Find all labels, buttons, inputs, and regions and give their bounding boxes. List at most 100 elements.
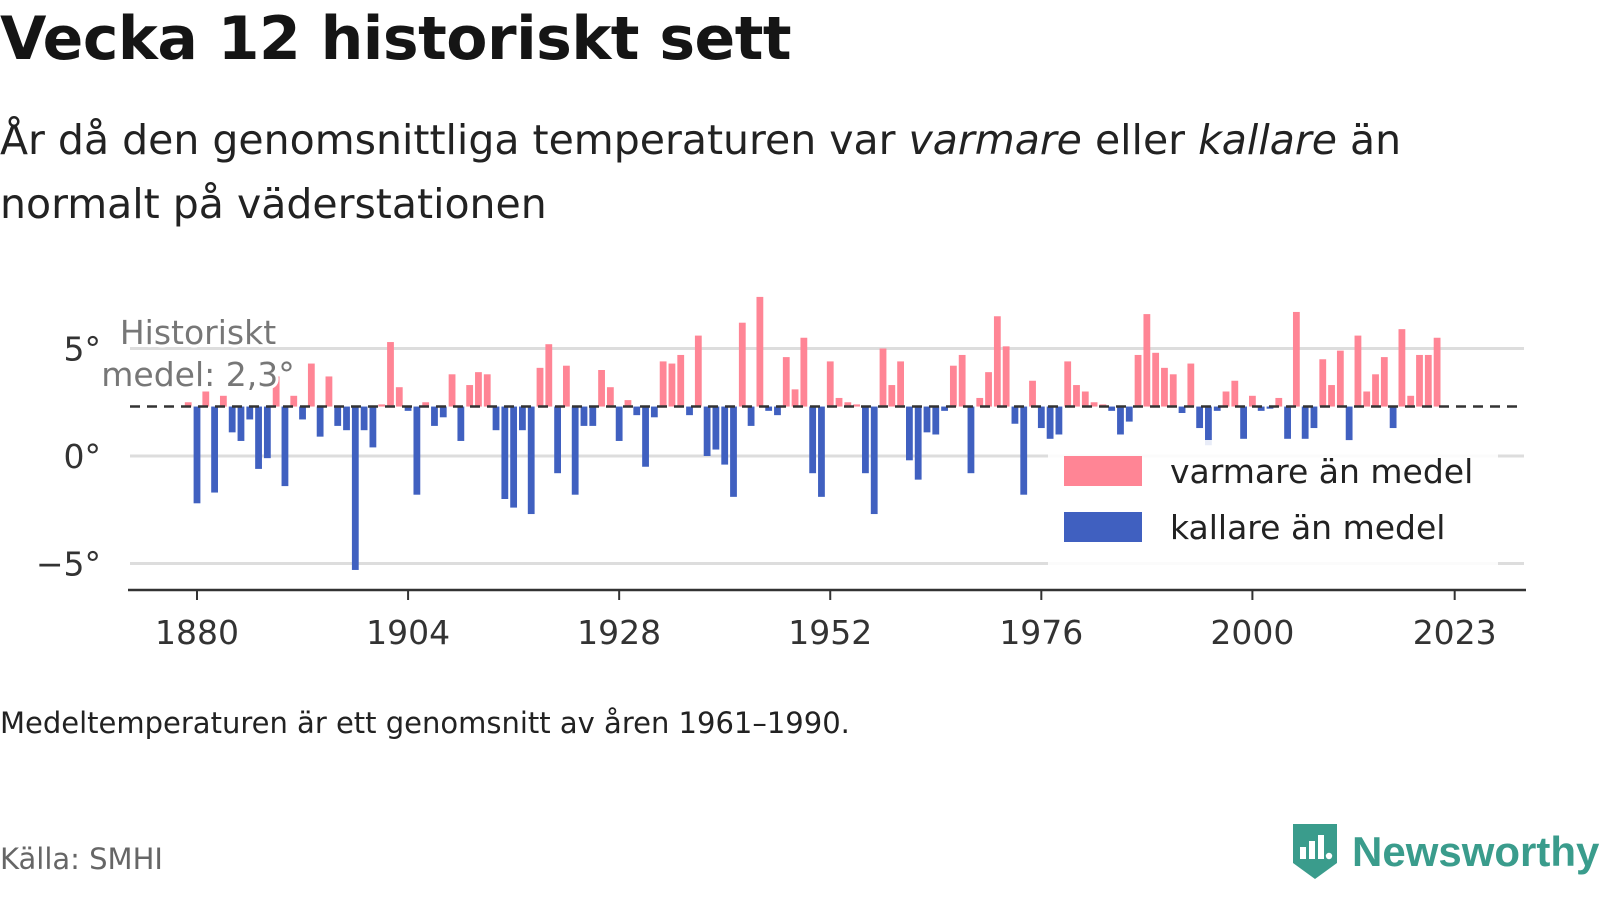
bar-1980 xyxy=(1073,385,1080,407)
bar-1952 xyxy=(826,361,834,407)
bar-1958 xyxy=(879,348,887,407)
bar-1953 xyxy=(835,397,843,407)
bar-1896 xyxy=(334,406,342,426)
bar-1984 xyxy=(1108,406,1116,411)
y-axis-ticks: 5° 0° −5° xyxy=(36,330,101,584)
x-tick-label: 1904 xyxy=(366,613,450,652)
page-subtitle: År då den genomsnittliga temperaturen va… xyxy=(0,108,1560,236)
bar-1948 xyxy=(791,389,799,407)
bar-1950 xyxy=(809,406,817,474)
x-tick-label: 2023 xyxy=(1413,613,1497,652)
bar-1979 xyxy=(1064,361,1072,407)
bar-2000 xyxy=(1249,395,1256,407)
x-tick-label: 1880 xyxy=(155,613,239,652)
bar-1942 xyxy=(738,322,746,407)
source-credit: Källa: SMHI xyxy=(0,842,163,876)
bar-1898 xyxy=(351,406,359,570)
bar-1998 xyxy=(1231,380,1239,407)
bar-1959 xyxy=(888,385,896,407)
x-axis-ticks: 1880 1904 1928 1952 1976 2000 2023 xyxy=(155,590,1497,652)
bar-2009 xyxy=(1328,385,1335,407)
bar-1955 xyxy=(853,404,861,407)
bar-1927 xyxy=(606,387,614,407)
bar-1932 xyxy=(650,406,658,418)
bar-1926 xyxy=(598,370,605,407)
bar-1974 xyxy=(1020,406,1028,495)
bar-1917 xyxy=(519,406,526,431)
bar-1922 xyxy=(562,365,570,407)
bar-2001 xyxy=(1257,406,1265,411)
bar-1964 xyxy=(932,406,940,435)
bar-1968 xyxy=(967,406,975,474)
bar-1893 xyxy=(307,363,315,407)
legend-swatch-warm xyxy=(1064,456,1142,486)
bar-1929 xyxy=(624,400,632,407)
bar-1941 xyxy=(730,406,737,497)
bar-1900 xyxy=(369,406,377,448)
subtitle-emphasis-colder: kallare xyxy=(1198,116,1337,164)
bar-1990 xyxy=(1161,367,1168,407)
bar-1962 xyxy=(914,406,922,480)
bar-1938 xyxy=(703,406,711,456)
x-tick-label: 1928 xyxy=(577,613,661,652)
bar-1907 xyxy=(431,406,438,426)
legend-label-cold: kallare än medel xyxy=(1170,508,1445,547)
bar-1883 xyxy=(219,395,227,407)
bar-2019 xyxy=(1416,354,1423,407)
bar-1940 xyxy=(721,406,729,465)
bar-2015 xyxy=(1380,357,1388,407)
footnote: Medeltemperaturen är ett genomsnitt av å… xyxy=(0,706,850,740)
bar-1972 xyxy=(1002,346,1010,407)
bar-1912 xyxy=(475,372,482,407)
bar-1920 xyxy=(545,344,553,407)
bar-1961 xyxy=(906,406,913,461)
bar-2006 xyxy=(1301,406,1309,439)
bar-1892 xyxy=(299,406,306,420)
y-tick-label: 5° xyxy=(64,330,102,369)
bar-1919 xyxy=(536,367,544,407)
bar-1991 xyxy=(1169,374,1177,407)
bar-1890 xyxy=(281,406,289,487)
bar-1895 xyxy=(325,376,333,407)
bar-1951 xyxy=(818,406,825,497)
bar-1981 xyxy=(1081,391,1089,407)
bar-1935 xyxy=(677,354,685,407)
bar-1930 xyxy=(633,406,641,416)
x-tick-label: 1976 xyxy=(999,613,1083,652)
legend-swatch-cold xyxy=(1064,512,1142,542)
bars xyxy=(184,296,1441,570)
legend: varmare än medel kallare än medel xyxy=(1048,440,1498,568)
bar-1946 xyxy=(774,406,781,416)
bar-1985 xyxy=(1117,406,1124,435)
bar-1993 xyxy=(1187,363,1195,407)
bar-1978 xyxy=(1055,406,1063,435)
bar-2014 xyxy=(1372,374,1379,407)
bar-1918 xyxy=(527,406,535,515)
bar-1911 xyxy=(466,385,474,407)
bar-1943 xyxy=(747,406,755,426)
x-tick-label: 1952 xyxy=(788,613,872,652)
bar-1879 xyxy=(184,402,192,407)
bar-2012 xyxy=(1354,335,1362,407)
bar-1956 xyxy=(862,406,869,474)
bar-1886 xyxy=(246,406,254,420)
subtitle-emphasis-warmer: varmare xyxy=(908,116,1082,164)
bar-1880 xyxy=(193,406,201,504)
bar-1885 xyxy=(237,406,245,441)
bar-1897 xyxy=(343,406,350,431)
bar-1891 xyxy=(290,395,298,407)
bar-1947 xyxy=(782,357,790,407)
bar-1914 xyxy=(492,406,500,431)
bar-1887 xyxy=(255,406,262,469)
bar-1923 xyxy=(571,406,579,495)
bar-1924 xyxy=(580,406,588,426)
bar-1888 xyxy=(263,406,271,459)
bar-1975 xyxy=(1029,380,1036,407)
bar-1933 xyxy=(659,361,667,407)
bar-1971 xyxy=(993,316,1001,407)
subtitle-text-3: än normalt på väderstationen xyxy=(0,116,1402,228)
bar-2008 xyxy=(1319,359,1327,407)
bar-1960 xyxy=(897,361,904,407)
bar-2004 xyxy=(1284,406,1291,439)
bar-2003 xyxy=(1275,397,1283,407)
